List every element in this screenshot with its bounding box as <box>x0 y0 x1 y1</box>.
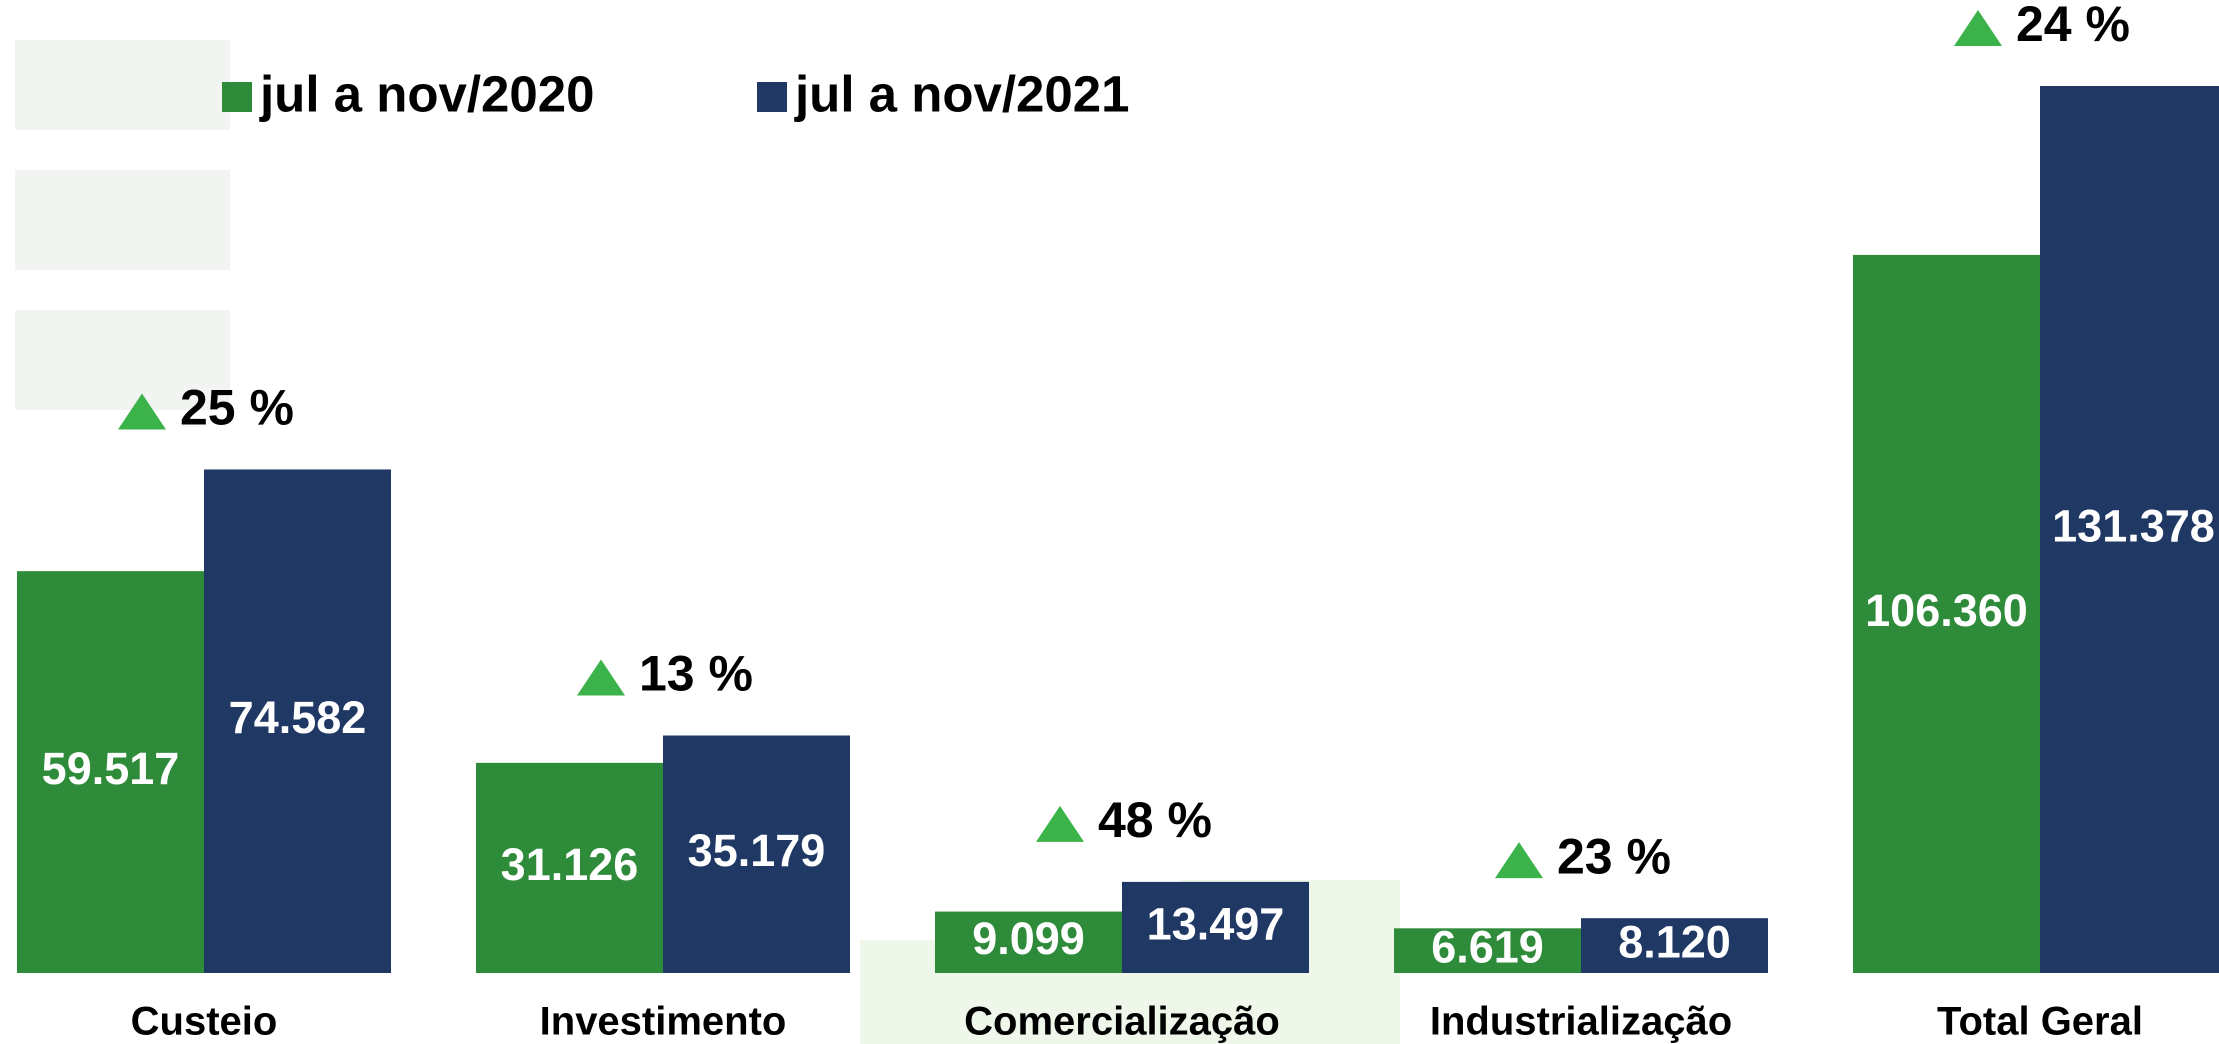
change-label: 25 % <box>180 380 294 436</box>
legend-label: jul a nov/2021 <box>794 65 1130 122</box>
value-label: 6.619 <box>1431 922 1544 973</box>
change-label: 13 % <box>639 646 753 702</box>
value-label: 74.582 <box>229 692 367 743</box>
bar <box>1394 928 1581 973</box>
value-label: 31.126 <box>501 839 639 890</box>
x-tick-label: Comercialização <box>964 1000 1280 1044</box>
value-label: 35.179 <box>688 825 826 876</box>
x-tick-label: Total Geral <box>1937 1000 2143 1044</box>
x-tick-label: Investimento <box>540 1000 787 1044</box>
change-label: 23 % <box>1557 828 1671 884</box>
legend-swatch <box>222 82 252 112</box>
value-label: 13.497 <box>1147 898 1285 949</box>
bar <box>663 735 850 973</box>
change-label: 48 % <box>1098 792 1212 848</box>
value-label: 8.120 <box>1618 916 1731 967</box>
bar <box>17 571 204 973</box>
value-label: 131.378 <box>2052 500 2215 551</box>
change-arrow <box>118 393 166 430</box>
legend-swatch <box>757 82 787 112</box>
bar <box>476 762 663 973</box>
bar <box>1122 881 1309 973</box>
change-arrow <box>577 659 625 696</box>
value-label: 106.360 <box>1865 585 2028 636</box>
change-label: 24 % <box>2016 0 2130 52</box>
change-arrow <box>1036 805 1084 842</box>
bar <box>1581 918 1768 973</box>
bar <box>1853 254 2040 973</box>
change-arrow <box>1495 842 1543 879</box>
x-tick-label: Custeio <box>131 1000 278 1044</box>
value-label: 9.099 <box>972 913 1085 964</box>
legend-label: jul a nov/2020 <box>259 65 595 122</box>
change-arrow <box>1954 10 2002 46</box>
bar <box>2040 86 2219 973</box>
bar <box>935 911 1122 973</box>
value-label: 59.517 <box>42 743 180 794</box>
x-tick-label: Industrialização <box>1430 1000 1732 1044</box>
bar <box>204 469 391 973</box>
